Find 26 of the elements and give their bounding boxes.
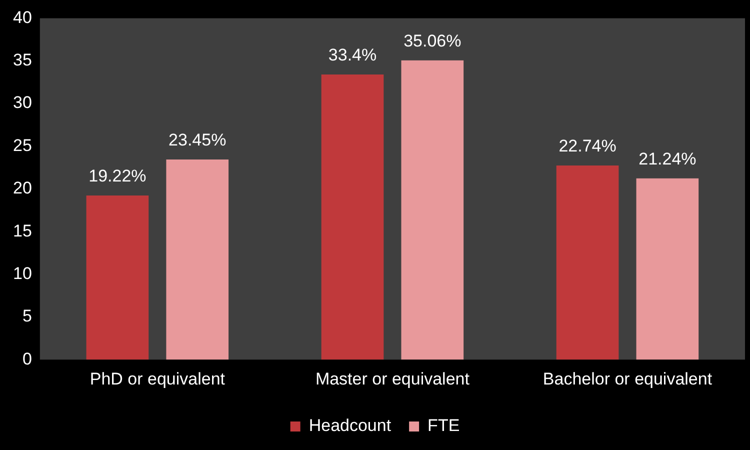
y-tick-label: 15 <box>12 221 32 240</box>
data-label: 33.4% <box>328 46 377 65</box>
y-tick-label: 40 <box>12 8 32 27</box>
y-tick-label: 20 <box>12 178 32 198</box>
y-tick-label: 35 <box>12 50 32 70</box>
bar <box>401 60 464 360</box>
x-tick-label: PhD or equivalent <box>90 369 226 388</box>
bar <box>166 159 229 360</box>
legend-label: FTE <box>428 416 460 436</box>
data-label: 19.22% <box>88 166 146 186</box>
x-tick-label: Master or equivalent <box>315 369 470 388</box>
data-label: 23.45% <box>168 130 226 150</box>
legend-label: Headcount <box>308 416 392 436</box>
bar <box>556 166 619 360</box>
x-tick-label: Bachelor or equivalent <box>542 369 712 388</box>
y-tick-label: 5 <box>22 306 32 326</box>
bar <box>321 74 384 360</box>
y-tick-label: 0 <box>22 349 32 368</box>
y-tick-label: 25 <box>12 136 32 155</box>
y-tick-label: 10 <box>12 264 32 283</box>
bar <box>86 196 149 360</box>
y-tick-label: 30 <box>12 93 32 112</box>
data-label: 35.06% <box>404 32 462 51</box>
bar <box>636 178 699 360</box>
data-label: 22.74% <box>558 136 616 156</box>
data-label: 21.24% <box>638 150 696 169</box>
